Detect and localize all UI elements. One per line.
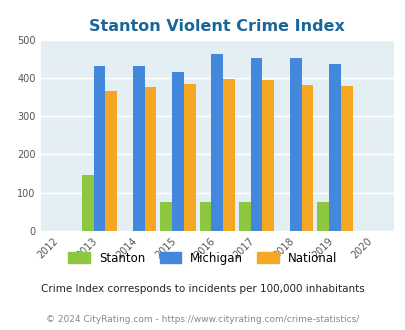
- Bar: [93, 66, 105, 231]
- Bar: [211, 54, 222, 231]
- Bar: [223, 79, 234, 231]
- Bar: [238, 202, 250, 231]
- Text: Crime Index corresponds to incidents per 100,000 inhabitants: Crime Index corresponds to incidents per…: [41, 284, 364, 294]
- Bar: [250, 58, 262, 231]
- Bar: [328, 64, 340, 231]
- Bar: [160, 202, 172, 231]
- Bar: [289, 58, 301, 231]
- Bar: [262, 80, 273, 231]
- Bar: [340, 85, 352, 231]
- Bar: [317, 202, 328, 231]
- Bar: [199, 202, 211, 231]
- Bar: [172, 72, 183, 231]
- Bar: [132, 66, 144, 231]
- Bar: [301, 85, 313, 231]
- Bar: [144, 87, 156, 231]
- Text: © 2024 CityRating.com - https://www.cityrating.com/crime-statistics/: © 2024 CityRating.com - https://www.city…: [46, 315, 359, 324]
- Title: Stanton Violent Crime Index: Stanton Violent Crime Index: [89, 19, 344, 34]
- Bar: [183, 84, 195, 231]
- Bar: [82, 176, 94, 231]
- Legend: Stanton, Michigan, National: Stanton, Michigan, National: [64, 247, 341, 269]
- Bar: [105, 90, 117, 231]
